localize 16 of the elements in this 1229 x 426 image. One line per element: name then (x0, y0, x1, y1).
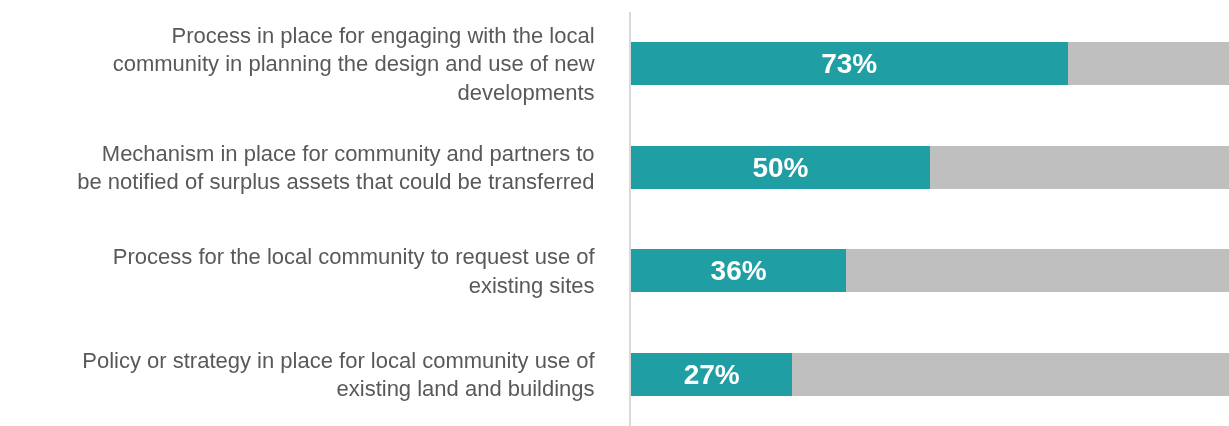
data-label: 36% (710, 255, 767, 287)
y-tick-label: Process for the local community to request use of existing sites (112, 244, 596, 298)
y-tick-label: Policy or strategy in place for local community use of existing land and buildings (82, 347, 596, 402)
bar (1067, 42, 1229, 86)
bar (792, 352, 1229, 396)
y-tick-label: Process in place for engaging with the local community in planning the design and use of new developments (112, 22, 595, 106)
y-tick-label: Mechanism in place for community and partners to be notified of surplus assets that could be transferred (77, 140, 595, 195)
data-label: 50% (752, 151, 809, 183)
bar (631, 42, 1068, 86)
bar (631, 352, 793, 396)
bar (631, 249, 847, 293)
bar (631, 145, 930, 189)
data-label: 73% (821, 48, 878, 80)
bar (846, 249, 1229, 293)
data-label: 27% (683, 358, 740, 390)
bar (930, 145, 1229, 189)
